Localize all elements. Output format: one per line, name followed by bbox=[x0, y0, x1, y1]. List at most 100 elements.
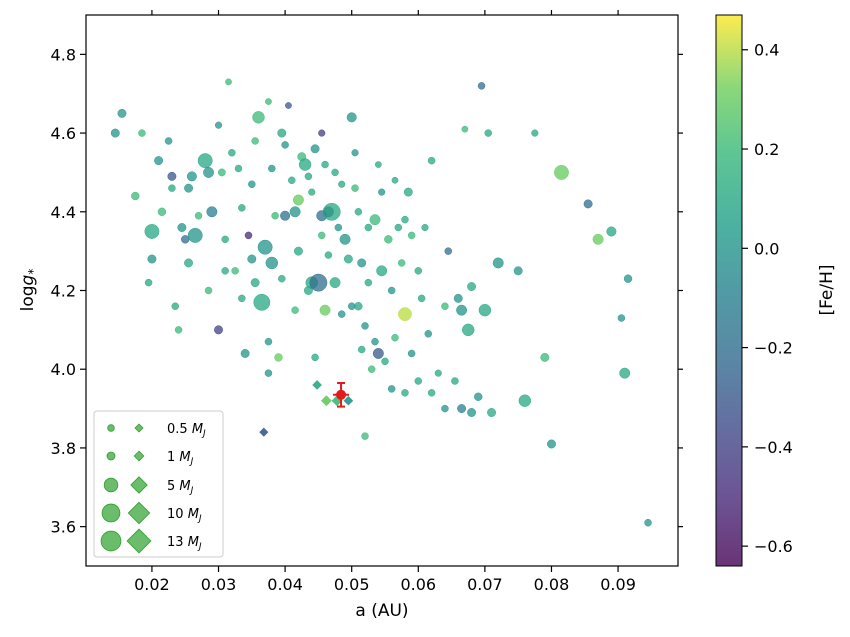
planet-point bbox=[354, 208, 363, 216]
planet-point bbox=[319, 304, 331, 316]
planet-point bbox=[387, 286, 396, 295]
planet-point bbox=[174, 326, 183, 334]
planet-point bbox=[157, 207, 167, 216]
planet-point bbox=[547, 439, 556, 449]
planet-point bbox=[285, 102, 292, 109]
planet-point bbox=[248, 180, 256, 188]
planet-point bbox=[421, 223, 429, 232]
planet-point bbox=[225, 78, 232, 86]
y-tick-label: 4.2 bbox=[51, 282, 76, 301]
planet-point bbox=[364, 223, 373, 232]
planet-point bbox=[462, 323, 475, 337]
planet-point bbox=[518, 394, 532, 407]
legend-diamond bbox=[130, 476, 148, 494]
planet-point bbox=[253, 293, 271, 311]
x-tick-label: 0.09 bbox=[600, 575, 636, 594]
planet-point bbox=[304, 172, 313, 181]
planet-point bbox=[324, 251, 333, 259]
planet-point bbox=[357, 345, 366, 354]
planet-point bbox=[164, 137, 173, 145]
planet-point bbox=[186, 171, 197, 182]
colorbar-tick-label: 0.0 bbox=[754, 239, 779, 258]
planet-point bbox=[144, 278, 153, 287]
colorbar-tick-label: −0.6 bbox=[754, 537, 793, 556]
planet-point bbox=[131, 191, 140, 201]
planet-point bbox=[171, 302, 179, 310]
planet-point bbox=[457, 404, 467, 414]
planet-point bbox=[414, 267, 423, 275]
planet-point bbox=[217, 168, 226, 177]
planet-point bbox=[391, 176, 399, 184]
planet-point bbox=[214, 325, 223, 335]
colorbar-tick-label: −0.2 bbox=[754, 339, 793, 358]
planet-point bbox=[138, 129, 146, 137]
planet-point bbox=[417, 294, 426, 303]
x-tick-label: 0.03 bbox=[201, 575, 237, 594]
planet-point bbox=[144, 224, 160, 239]
planet-point bbox=[592, 233, 604, 245]
planet-point bbox=[318, 129, 326, 137]
planet-point bbox=[110, 128, 120, 138]
planet-point bbox=[583, 199, 593, 209]
planet-point bbox=[474, 392, 483, 401]
legend-diamond bbox=[126, 528, 152, 554]
planet-point bbox=[477, 82, 486, 90]
legend-label: 10 MJ bbox=[167, 507, 202, 524]
x-tick-label: 0.06 bbox=[400, 575, 436, 594]
planet-point bbox=[194, 211, 203, 220]
x-tick-label: 0.07 bbox=[467, 575, 503, 594]
planet-point bbox=[117, 108, 127, 118]
planet-point bbox=[444, 247, 453, 255]
planet-point bbox=[231, 267, 239, 275]
planet-point bbox=[554, 165, 569, 180]
legend-label: 1 MJ bbox=[167, 450, 194, 467]
legend-label: 5 MJ bbox=[167, 479, 194, 496]
planet-point bbox=[492, 257, 504, 269]
planet-point bbox=[197, 153, 213, 169]
legend-label: 0.5 MJ bbox=[167, 422, 206, 439]
planet-point bbox=[381, 357, 389, 366]
planet-point bbox=[206, 206, 218, 218]
planet-point bbox=[154, 156, 164, 166]
legend-label-unit: M bbox=[179, 479, 190, 494]
y-axis-title-sub: * bbox=[26, 269, 40, 275]
planet-point bbox=[354, 302, 363, 311]
legend-label-value: 0.5 bbox=[167, 422, 192, 437]
planet-point bbox=[308, 188, 316, 196]
planet-point bbox=[484, 129, 492, 137]
planet-point bbox=[298, 158, 312, 171]
legend-label-sub: J bbox=[201, 429, 206, 439]
colorbar-gradient bbox=[716, 15, 742, 566]
legend-circle bbox=[103, 477, 119, 493]
planet-point bbox=[265, 98, 272, 105]
planet-point bbox=[252, 111, 265, 124]
planet-point bbox=[456, 304, 468, 316]
x-tick-label: 0.02 bbox=[134, 575, 170, 594]
planet-point bbox=[184, 258, 194, 268]
planet-point bbox=[291, 306, 299, 314]
planet-point bbox=[244, 231, 253, 240]
planet-point bbox=[221, 235, 229, 244]
planet-point bbox=[339, 233, 351, 245]
y-tick-label: 4.0 bbox=[51, 360, 76, 379]
planet-point bbox=[451, 377, 459, 385]
planet-point bbox=[343, 254, 353, 264]
planet-point bbox=[372, 348, 384, 359]
planet-point bbox=[293, 246, 303, 256]
planet-point bbox=[147, 254, 157, 264]
planet-point bbox=[397, 259, 406, 267]
planet-point bbox=[364, 278, 373, 287]
legend-label-sub: J bbox=[189, 486, 194, 496]
planet-point bbox=[434, 369, 442, 377]
legend-diamond bbox=[127, 501, 151, 525]
planet-point bbox=[427, 389, 436, 397]
planet-point bbox=[374, 161, 382, 168]
planet-diamond bbox=[320, 395, 332, 407]
planet-point bbox=[317, 231, 326, 240]
planet-point bbox=[337, 310, 346, 318]
x-axis-title: a (AU) bbox=[355, 601, 408, 621]
planet-point bbox=[338, 180, 346, 188]
planet-point bbox=[280, 210, 291, 221]
